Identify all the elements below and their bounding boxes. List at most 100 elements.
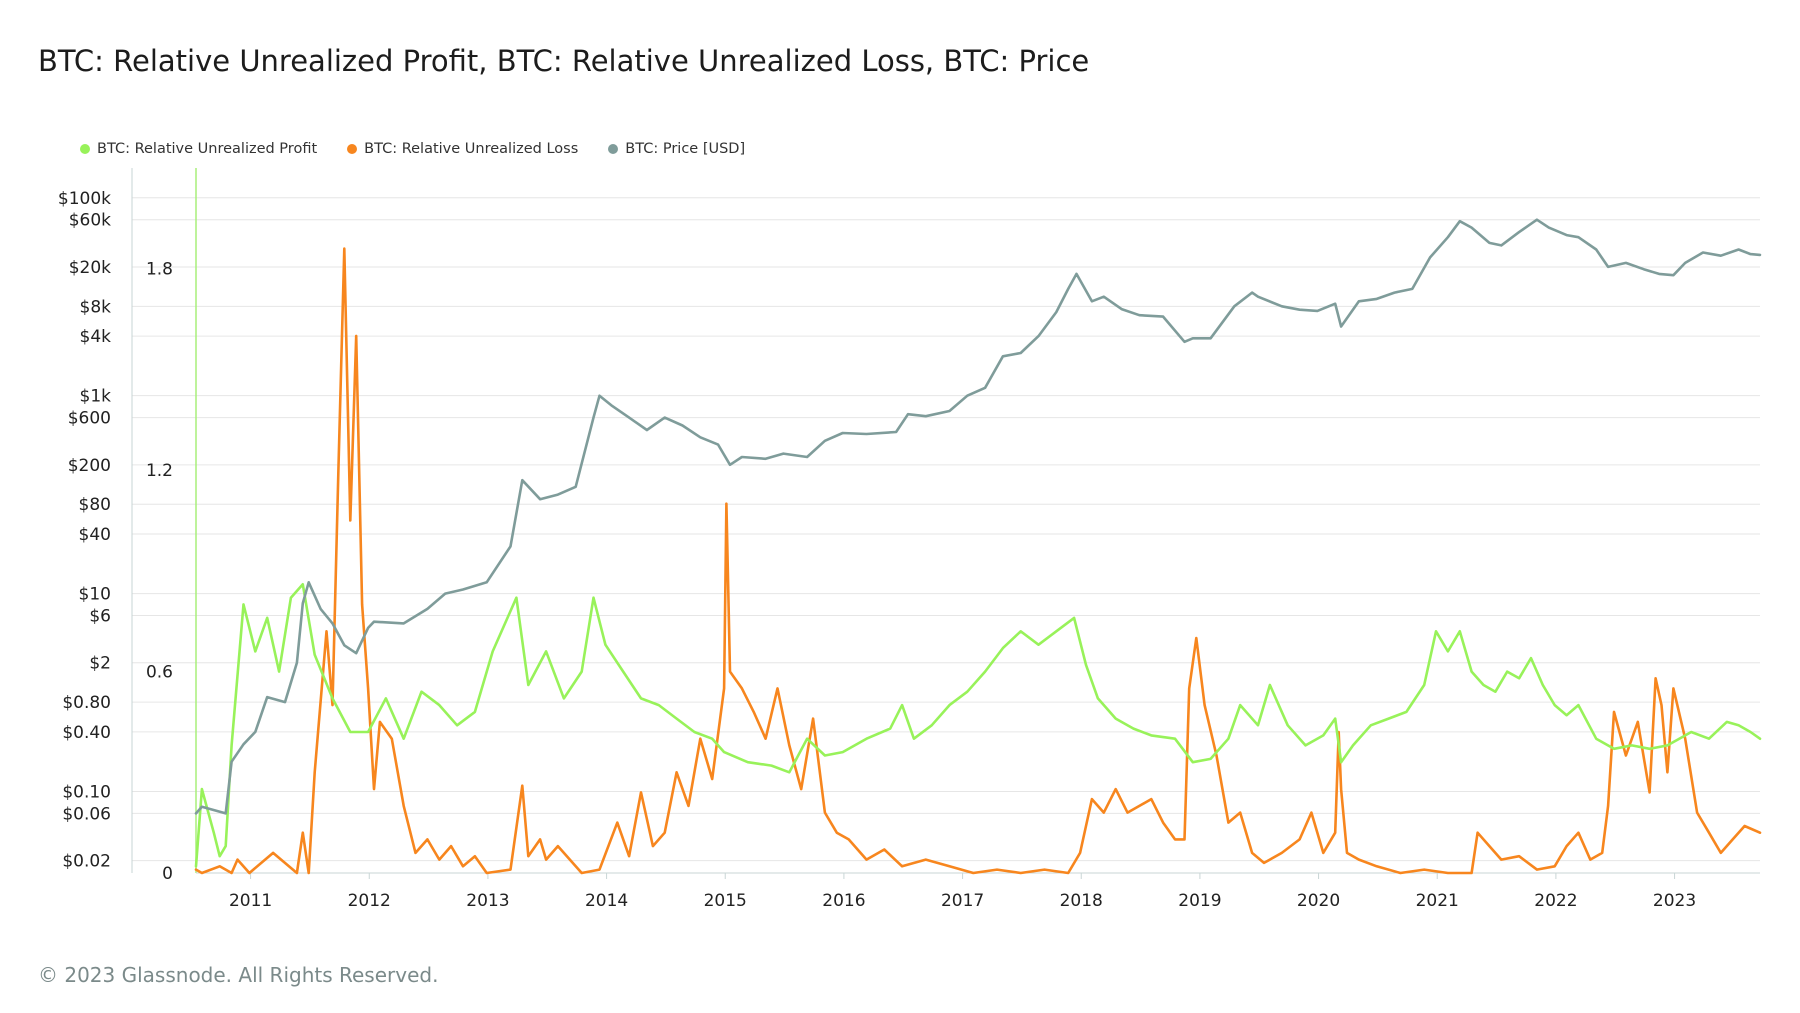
data-point — [1037, 643, 1040, 646]
data-point — [1132, 727, 1135, 730]
data-point — [1737, 724, 1740, 727]
data-point — [1666, 771, 1669, 774]
data-point — [598, 394, 601, 397]
data-point — [1322, 852, 1325, 854]
data-point — [1370, 724, 1372, 727]
data-point — [272, 852, 274, 854]
data-point — [230, 872, 233, 874]
data-point — [1209, 758, 1212, 760]
data-point — [485, 872, 488, 874]
data-point — [254, 650, 257, 653]
data-point — [1251, 291, 1253, 294]
data-point — [764, 737, 767, 740]
legend-item-price[interactable]: BTC: Price [USD] — [608, 141, 745, 157]
data-point — [806, 737, 808, 740]
data-point — [509, 868, 512, 871]
data-point — [1607, 805, 1609, 807]
y-right-tick-label: 0.6 — [146, 663, 173, 683]
data-point — [717, 443, 719, 446]
data-point — [1322, 734, 1325, 737]
data-point — [1405, 711, 1408, 713]
data-point — [1215, 754, 1218, 757]
data-point — [1239, 811, 1241, 814]
y-left-tick-label: $8k — [80, 297, 112, 317]
data-point — [1055, 630, 1058, 633]
data-point — [1037, 335, 1040, 337]
y-left-tick-label: $0.02 — [62, 852, 111, 872]
data-point — [1233, 305, 1236, 308]
data-point — [616, 821, 619, 824]
data-point — [1126, 811, 1129, 814]
x-tick-label: 2022 — [1534, 891, 1577, 911]
data-point — [628, 416, 630, 419]
data-point — [966, 394, 969, 397]
data-point — [1399, 872, 1402, 874]
y-right-tick-label: 1.2 — [146, 461, 173, 481]
data-point — [788, 744, 791, 747]
data-point — [1648, 791, 1651, 794]
data-point — [681, 424, 684, 427]
legend-item-profit[interactable]: BTC: Relative Unrealized Profit — [80, 141, 317, 157]
y-left-tick-label: $4k — [80, 327, 112, 347]
data-point — [1506, 670, 1508, 673]
data-point — [752, 711, 755, 713]
data-point — [1150, 798, 1153, 800]
data-point — [901, 704, 903, 706]
data-point — [1731, 838, 1734, 841]
data-point — [379, 721, 381, 723]
data-point — [1488, 845, 1491, 847]
data-point — [248, 872, 251, 874]
data-point — [883, 848, 886, 851]
data-point — [1429, 256, 1431, 259]
data-point — [1708, 831, 1710, 834]
data-point — [865, 737, 868, 740]
data-point — [1423, 868, 1425, 871]
x-tick-label: 2013 — [466, 891, 509, 911]
legend-dot-loss — [347, 144, 358, 154]
data-point — [213, 831, 215, 834]
data-point — [699, 436, 702, 439]
x-tick-label: 2016 — [822, 891, 865, 911]
data-point — [1470, 872, 1473, 874]
legend-item-loss[interactable]: BTC: Relative Unrealized Loss — [347, 141, 578, 157]
data-point — [729, 670, 731, 673]
data-point — [847, 838, 850, 841]
y-left-tick-label: $0.40 — [62, 723, 111, 743]
data-point — [1702, 251, 1704, 254]
data-point — [747, 761, 749, 763]
data-point — [966, 690, 969, 693]
data-point — [1577, 236, 1580, 238]
data-point — [1138, 314, 1141, 317]
data-point — [1500, 244, 1503, 247]
y-left-tick-label: $200 — [68, 456, 111, 476]
data-point — [266, 696, 269, 698]
legend-dot-price — [608, 144, 619, 154]
data-point — [622, 670, 624, 673]
data-point — [1672, 687, 1675, 690]
data-point — [901, 865, 903, 868]
y-left-tick-label: $0.80 — [62, 693, 111, 713]
data-point — [687, 805, 690, 807]
data-point — [592, 596, 595, 599]
data-point — [1387, 717, 1390, 720]
data-point — [1613, 711, 1615, 713]
data-point — [290, 596, 292, 599]
data-point — [420, 690, 423, 693]
data-point — [1488, 242, 1491, 244]
data-point — [782, 452, 785, 455]
data-point — [646, 429, 648, 431]
data-point — [723, 687, 725, 690]
data-point — [1536, 868, 1538, 871]
data-point — [343, 644, 346, 647]
data-point — [1708, 737, 1710, 740]
data-point — [545, 858, 547, 861]
data-point — [1565, 234, 1568, 236]
legend-label-profit: BTC: Relative Unrealized Profit — [97, 141, 318, 157]
data-point — [284, 701, 286, 703]
data-point — [1696, 811, 1698, 814]
data-point — [972, 872, 975, 874]
data-point — [557, 493, 559, 496]
data-point — [402, 622, 405, 625]
data-point — [195, 868, 197, 871]
data-point — [812, 717, 814, 720]
